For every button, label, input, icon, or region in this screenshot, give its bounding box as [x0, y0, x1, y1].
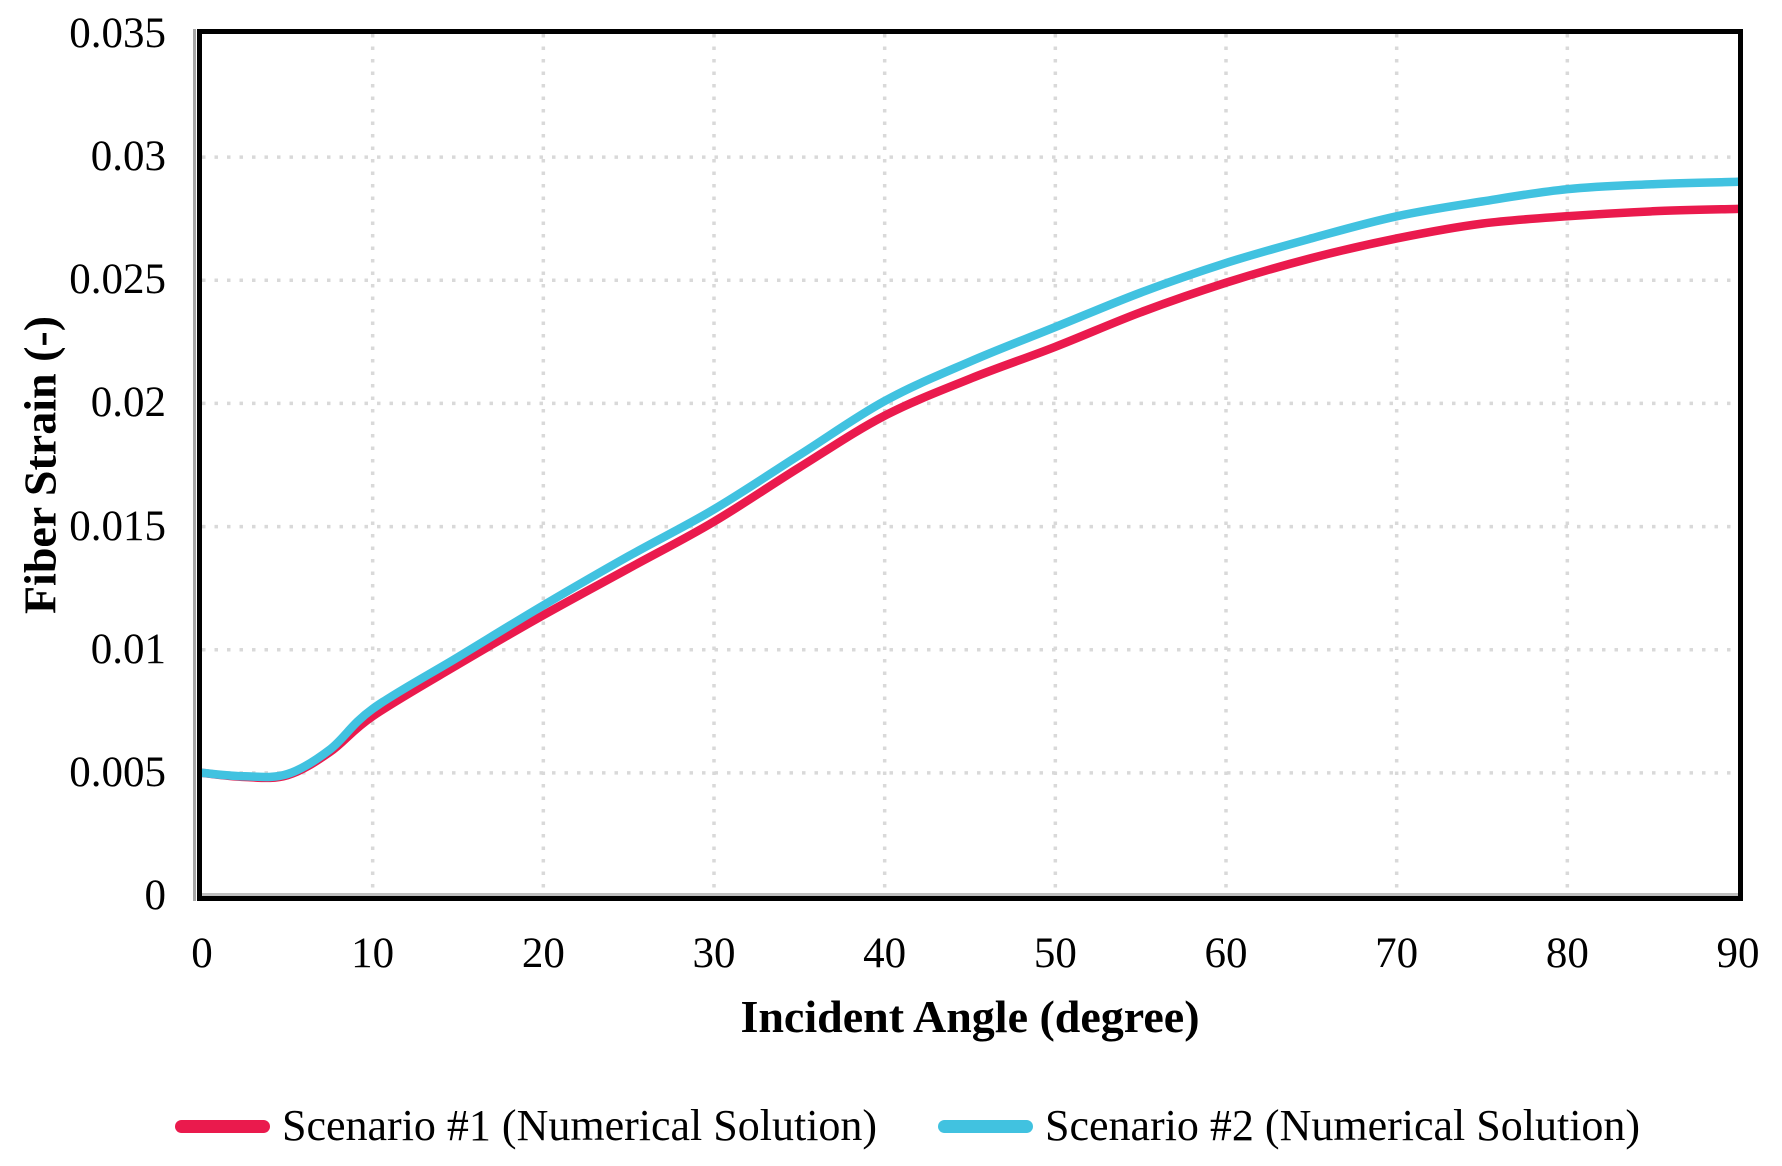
- x-tick-label: 20: [521, 930, 565, 977]
- y-tick-label: 0: [144, 872, 167, 919]
- legend-swatch-scenario-2: [938, 1119, 1033, 1133]
- y-tick-label: 0.01: [90, 625, 166, 673]
- x-tick-label: 80: [1545, 930, 1589, 977]
- x-tick-label: 70: [1375, 930, 1419, 977]
- x-tick-label: 50: [1033, 930, 1077, 977]
- x-tick-label: 60: [1204, 930, 1248, 977]
- x-tick-label: 30: [692, 930, 736, 977]
- x-tick-label: 90: [1716, 930, 1760, 977]
- legend-item-scenario-2: Scenario #2 (Numerical Solution): [938, 1096, 1640, 1156]
- x-axis-title: Incident Angle (degree): [740, 991, 1200, 1042]
- legend-swatch-scenario-1: [175, 1119, 270, 1133]
- legend-label-scenario-1: Scenario #1 (Numerical Solution): [282, 1101, 878, 1150]
- y-tick-label: 0.02: [90, 379, 166, 427]
- y-tick-label: 0.015: [69, 502, 166, 550]
- series-line-scenario-2: [202, 177, 1738, 782]
- plot-area: [197, 29, 1743, 901]
- y-tick-label: 0.005: [69, 748, 166, 796]
- series-line-scenario-1: [202, 204, 1738, 783]
- legend-label-scenario-2: Scenario #2 (Numerical Solution): [1045, 1101, 1641, 1150]
- y-axis-line: [193, 29, 196, 901]
- legend-item-scenario-1: Scenario #1 (Numerical Solution): [175, 1096, 877, 1156]
- x-axis-line: [202, 893, 1738, 896]
- plot-canvas: [202, 34, 1738, 896]
- x-tick-label: 0: [191, 930, 213, 977]
- x-tick-label: 40: [863, 930, 907, 977]
- x-tick-label: 10: [351, 930, 395, 977]
- y-tick-label: 0.03: [90, 133, 166, 181]
- y-axis-title: Fiber Strain (-): [14, 315, 66, 615]
- y-tick-label: 0.035: [69, 10, 166, 57]
- y-tick-label: 0.025: [69, 256, 166, 304]
